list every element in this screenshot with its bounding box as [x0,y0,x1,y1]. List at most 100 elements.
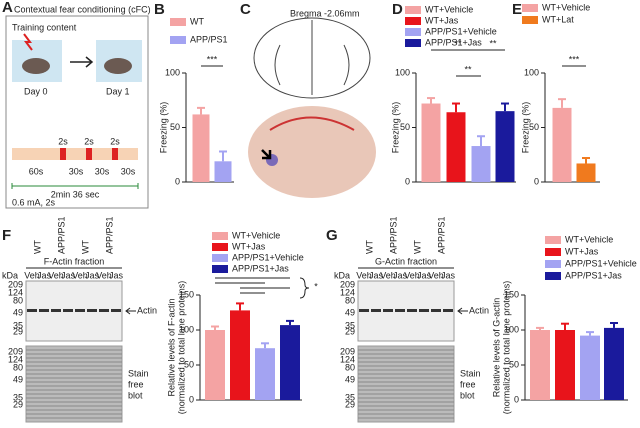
y-tick-label: 50 [400,122,410,132]
legend-label: APP/PS1+Jas [232,263,289,273]
shock-icon [23,33,33,51]
y-axis-label: Freezing (%) [520,102,530,154]
significance-label: ** [464,64,472,74]
band-label: Actin [137,305,157,315]
bar [576,163,596,182]
significance-label: * [314,281,318,291]
lane-label: Veh [380,270,396,280]
group-label: APP/PS1 [104,216,114,254]
marker-label: 35 [345,320,355,330]
legend-label: WT+Jas [565,246,599,256]
y-tick-label: 50 [170,122,180,132]
mouse [22,58,50,74]
interval-label: 60s [29,166,44,176]
total-label: 2min 36 sec [51,189,100,199]
shock [112,148,118,160]
band [371,309,381,312]
timeline [12,148,138,160]
panel-letter: A [2,0,13,16]
panel-letter: E [512,1,522,18]
shock-label: 2s [58,136,68,146]
total-line [11,183,139,189]
interval-label: 30s [69,166,84,176]
legend-label: APP/PS1+Vehicle [232,252,304,262]
legend-swatch [170,18,186,26]
legend-label: WT+Lat [542,14,574,24]
marker-label: 49 [345,374,355,384]
y-tick-label: 150 [179,289,194,299]
stain-label: blot [128,390,143,400]
band [407,309,417,312]
vessels [269,116,355,131]
band [87,309,97,312]
shock-label: 2s [84,136,94,146]
legend-swatch [212,254,228,262]
band [359,309,369,312]
atlas-lines [274,20,350,95]
y-tick-label: 50 [529,122,539,132]
atlas-section [253,17,371,99]
marker-label: 35 [13,392,23,402]
y-axis-label: Freezing (%) [158,102,168,154]
lane-label: Jas [61,270,76,280]
marker-label: 49 [13,307,23,317]
bar [192,114,210,182]
legend-swatch [405,39,421,47]
significance-label: *** [207,54,218,64]
legend-swatch [545,272,561,280]
bar [214,161,232,182]
legend-swatch [545,248,561,256]
blot-bottom [357,345,455,423]
lane-label: Veh [48,270,64,280]
marker-label: 209 [340,279,355,289]
fraction-label: F-Actin fraction [44,256,105,266]
legend-label: WT+Vehicle [232,230,280,240]
legend-swatch [522,16,538,24]
lane-label: Veh [72,270,88,280]
bar [205,330,225,400]
shock [60,148,66,160]
stain-label: blot [460,390,475,400]
y-tick-label: 100 [179,324,194,334]
significance-label: ** [454,38,462,48]
legend-swatch [212,265,228,273]
shock-label: 2s [110,136,120,146]
lane-label: Jas [37,270,52,280]
y-tick-label: 0 [189,394,194,404]
band [443,309,453,312]
marker-label: 124 [340,354,355,364]
marker-label: 80 [13,295,23,305]
label: Day 0 [24,86,48,96]
legend-label: WT+Jas [425,15,459,25]
group-label: APP/PS1 [388,216,398,254]
lane-label: Veh [404,270,420,280]
legend-label: APP/PS1+Vehicle [565,258,637,268]
group-label: WT [364,240,374,254]
band [431,309,441,312]
marker-label: 209 [8,346,23,356]
stain-label: free [460,379,476,389]
legend-swatch [545,260,561,268]
shock [86,148,92,160]
panel-letter: G [326,227,338,244]
y-tick-label: 150 [504,289,519,299]
bar [446,112,466,182]
stain-label: Stain [128,368,149,378]
significance-line [215,277,310,299]
bar [555,330,575,400]
panel-a-box [5,15,149,209]
arrow [70,56,94,68]
marker-label: 124 [8,287,23,297]
kda-label: kDa [2,270,18,280]
band [111,309,121,312]
mouse [104,58,132,74]
legend-swatch [212,232,228,240]
y-axis-label: (normalized to total lane proteins) [176,281,186,415]
y-tick-label: 50 [509,359,519,369]
marker-label: 80 [345,295,355,305]
bar [421,103,441,182]
marker-label: 29 [13,399,23,409]
y-tick-label: 100 [504,324,519,334]
band [27,309,37,312]
